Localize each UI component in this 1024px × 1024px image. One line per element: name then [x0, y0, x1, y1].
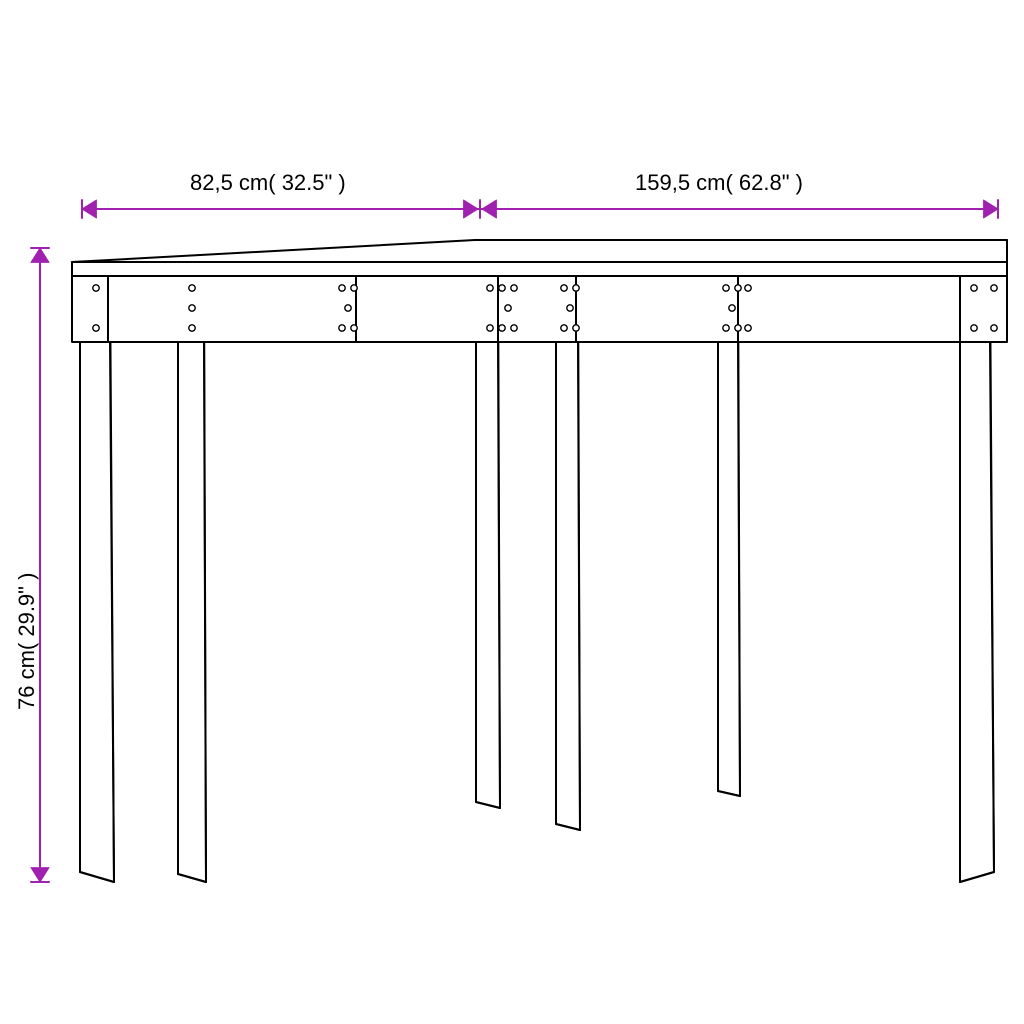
diagram-stage: 82,5 cm( 32.5" ) 159,5 cm( 62.8" ) 76 cm… [0, 0, 1024, 1024]
dimension-height-label: 76 cm( 29.9" ) [14, 573, 40, 710]
dimension-depth-label: 82,5 cm( 32.5" ) [190, 170, 346, 196]
table-line-drawing [0, 0, 1024, 1024]
dimension-width-label: 159,5 cm( 62.8" ) [635, 170, 803, 196]
